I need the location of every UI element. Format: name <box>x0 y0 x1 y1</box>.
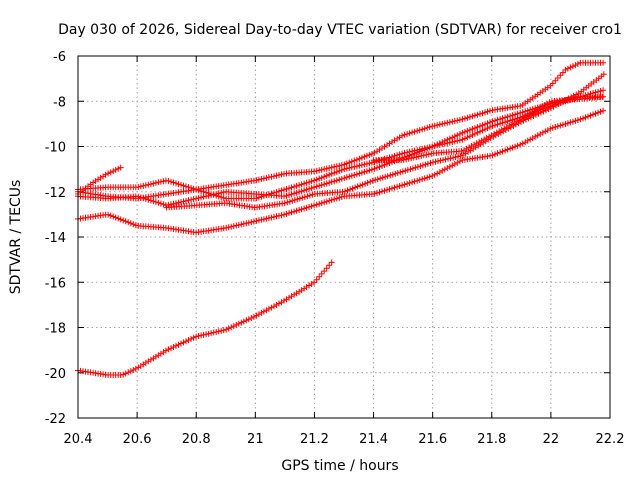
x-tick-label: 21.2 <box>300 432 329 447</box>
series-arc-7 <box>370 93 606 164</box>
y-tick-label: -6 <box>53 50 66 65</box>
x-tick-label: 20.4 <box>64 432 93 447</box>
x-tick-label: 21.6 <box>418 432 447 447</box>
grid-lines <box>78 56 610 418</box>
plot-frame <box>77 55 611 419</box>
y-tick-label: -10 <box>45 141 66 156</box>
axis-ticks: 20.4 20.6 20.8 21 21.2 21.4 21.6 21.8 22 22.2 -22 -… <box>45 50 625 447</box>
y-tick-label: -20 <box>45 367 66 382</box>
x-tick-label: 22 <box>543 432 560 447</box>
x-tick-label: 20.6 <box>123 432 152 447</box>
x-tick-label: 22.2 <box>596 432 625 447</box>
y-axis-label: SDTVAR / TECUs <box>8 180 24 295</box>
x-tick-label: 20.8 <box>182 432 211 447</box>
x-tick-label: 21.8 <box>477 432 506 447</box>
series-markers <box>163 71 607 211</box>
chart-title: Day 030 of 2026, Sidereal Day-to-day VTE… <box>58 22 622 38</box>
y-tick-label: -16 <box>45 276 66 291</box>
y-tick-label: -8 <box>53 95 66 110</box>
y-tick-label: -12 <box>45 186 66 201</box>
x-tick-label: 21 <box>247 432 264 447</box>
y-tick-label: -18 <box>45 322 66 337</box>
y-tick-label: -22 <box>45 412 66 427</box>
x-tick-label: 21.4 <box>359 432 388 447</box>
y-tick-label: -14 <box>45 231 66 246</box>
x-axis-label: GPS time / hours <box>281 458 398 474</box>
series-arc-6 <box>163 71 607 211</box>
series-markers <box>370 93 606 164</box>
